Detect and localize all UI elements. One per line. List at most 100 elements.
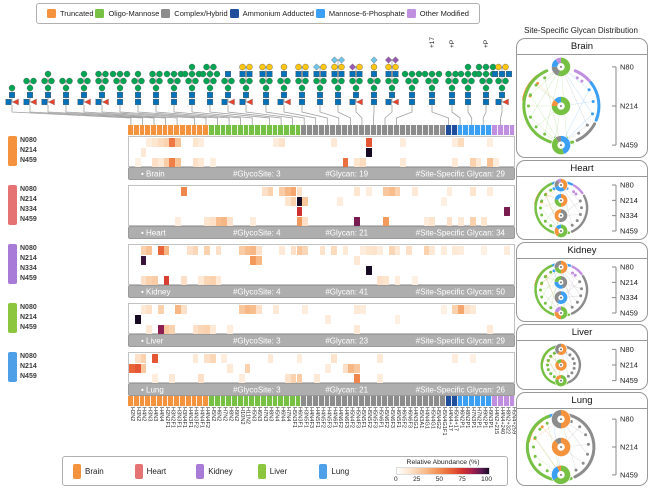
heatmap-cell <box>204 324 210 334</box>
heatmap-cell <box>146 324 153 334</box>
heatmap-cell <box>475 157 482 167</box>
axis-label: H5N6F3 <box>389 407 396 429</box>
heatmap-cell <box>354 255 361 265</box>
category-cell <box>469 396 475 406</box>
heatmap-cell <box>279 137 285 147</box>
heatmap-cell <box>256 255 262 265</box>
organ-color-bar <box>8 303 17 333</box>
heatmap-cell <box>152 353 158 363</box>
axis-label: H3N3F1 <box>175 407 182 429</box>
category-cell <box>365 396 371 406</box>
axis-label: H7N2P1 <box>475 407 482 429</box>
category-cell <box>295 396 302 406</box>
category-cell <box>168 396 175 406</box>
card-site-label: N459 <box>620 226 638 235</box>
heatmap-cell <box>325 314 332 324</box>
svg-text:+P: +P <box>483 40 490 48</box>
stat-glycosite: #GlycoSite: 3 <box>232 385 281 394</box>
heatmap-cell <box>504 245 511 255</box>
category-cell <box>272 125 279 135</box>
heatmap-cell <box>163 324 170 334</box>
heatmap-cell <box>371 245 378 255</box>
heatmap-cell <box>290 373 297 383</box>
heatmap-cell <box>360 304 366 314</box>
category-cell <box>503 125 510 135</box>
category-cell <box>492 396 498 406</box>
heatmap-cell <box>464 304 470 314</box>
legend-swatch <box>161 9 171 18</box>
site-label: N214 <box>20 363 37 370</box>
heatmap-cell <box>180 275 187 285</box>
axis-label: H5N4G2 <box>435 407 442 429</box>
category-cell <box>266 396 273 406</box>
heatmap-cell <box>134 353 141 363</box>
heatmap-cell <box>296 206 303 216</box>
right-panel-title: Site-Specific Glycan Distribution <box>524 26 638 35</box>
glycan-structures: +17 +P +P <box>5 37 513 125</box>
category-cell <box>474 396 481 406</box>
category-cell <box>417 396 423 406</box>
stat-site-specific: #Site-Specific Glycan: 29 <box>415 169 505 178</box>
axis-label: H4N5F1 <box>313 407 320 429</box>
heatmap-cell <box>365 265 372 275</box>
heatmap-cell <box>487 157 493 167</box>
category-cell <box>197 396 204 406</box>
axis-label: H9N2 <box>233 407 240 422</box>
heatmap-cell <box>383 275 389 285</box>
heatmap-cell <box>400 137 407 147</box>
heatmap-cell <box>487 186 493 196</box>
heatmap-cell <box>250 255 257 265</box>
heatmap-cell <box>440 245 447 255</box>
category-cell <box>480 396 487 406</box>
heatmap-cell <box>267 186 274 196</box>
heatmap-cell <box>209 324 216 334</box>
organ-name: Heart <box>141 228 166 237</box>
heatmap-cell <box>157 245 164 255</box>
category-cell <box>162 125 169 135</box>
stat-glycan: #Glycan: 19 <box>325 169 369 178</box>
heatmap-cell <box>244 245 251 255</box>
stat-glycosite: #GlycoSite: 3 <box>232 169 281 178</box>
stats-bar-brain: Brain #GlycoSite: 3 #Glycan: 19 #Site-Speci… <box>128 167 515 180</box>
category-cell <box>480 125 487 135</box>
heatmap-cell <box>412 275 418 285</box>
organ-name: Liver <box>141 336 163 345</box>
axis-label: H6N3F1 <box>296 407 303 429</box>
category-cell <box>208 396 215 406</box>
heatmap-cell <box>198 137 205 147</box>
heatmap-cell <box>296 353 303 363</box>
axis-label: H5N4F2 <box>348 407 355 429</box>
category-cell <box>197 125 204 135</box>
axis-label: H4N2+215 <box>492 407 499 435</box>
heatmap-cell <box>134 157 141 167</box>
category-cell <box>249 125 256 135</box>
heatmap-cell <box>284 186 291 196</box>
heatmap-cell <box>296 196 303 206</box>
heatmap-cell <box>209 353 216 363</box>
axis-label: H5N4+259 <box>510 407 517 435</box>
site-label: N334 <box>20 265 37 272</box>
site-label: N459 <box>20 275 37 282</box>
axis-label: H4N6F2 <box>337 407 344 429</box>
heatmap-cell <box>267 353 274 363</box>
site-label: N214 <box>20 147 37 154</box>
legend-label: Oligo-Mannose <box>108 9 160 18</box>
heatmap-cell <box>256 304 262 314</box>
heatmap-cell <box>452 353 459 363</box>
heatmap-cell <box>469 353 476 363</box>
heatmap-cell <box>140 245 147 255</box>
colorbar-gradient <box>396 467 490 475</box>
heatmap-cell <box>354 157 361 167</box>
legend-swatch <box>47 9 56 18</box>
axis-label: H5N6F1 <box>377 407 384 429</box>
heatmap-cell <box>140 147 147 157</box>
heatmap-cell <box>290 186 297 196</box>
site-label: N214 <box>20 314 37 321</box>
heatmap-cell <box>157 157 164 167</box>
category-cell <box>324 396 331 406</box>
heatmap-cell <box>192 245 199 255</box>
colorbar-ticks: 0 25 50 75 100 <box>394 476 492 483</box>
organ-swatch <box>319 463 328 479</box>
card-site-label: N459 <box>620 308 638 317</box>
organ-legend-brain: Brain <box>73 463 135 479</box>
